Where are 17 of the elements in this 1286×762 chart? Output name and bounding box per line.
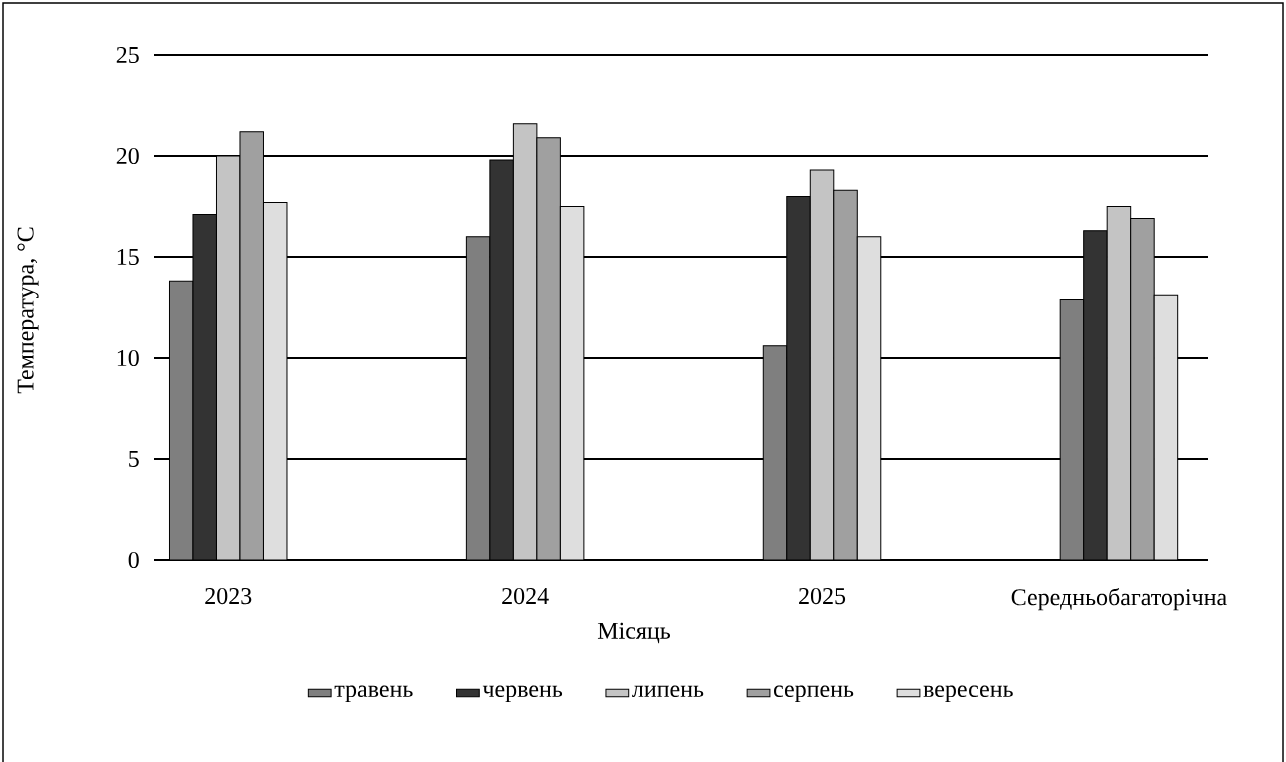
y-tick-label: 20 — [116, 147, 139, 165]
x-tick-label: 2023 — [205, 587, 252, 605]
y-tick-label: 25 — [116, 46, 139, 64]
legend-label: вересень — [923, 685, 1013, 702]
x-tick-label: 2024 — [502, 587, 549, 605]
x-tick-label: Середньобагаторічна — [1011, 587, 1227, 611]
legend-label: червень — [482, 685, 563, 702]
y-axis-title: Температура, °C — [17, 227, 39, 394]
y-tick-label: 10 — [117, 349, 139, 367]
x-tick-label: 2025 — [799, 587, 846, 605]
legend-label: серпень — [774, 685, 854, 702]
y-tick-label: 5 — [129, 451, 139, 467]
y-tick-label: 15 — [117, 248, 139, 266]
legend-label: травень — [334, 685, 413, 702]
y-tick-label: 0 — [128, 551, 139, 569]
legend-label: липень — [632, 685, 704, 698]
x-axis-title: Місяць — [597, 622, 671, 644]
